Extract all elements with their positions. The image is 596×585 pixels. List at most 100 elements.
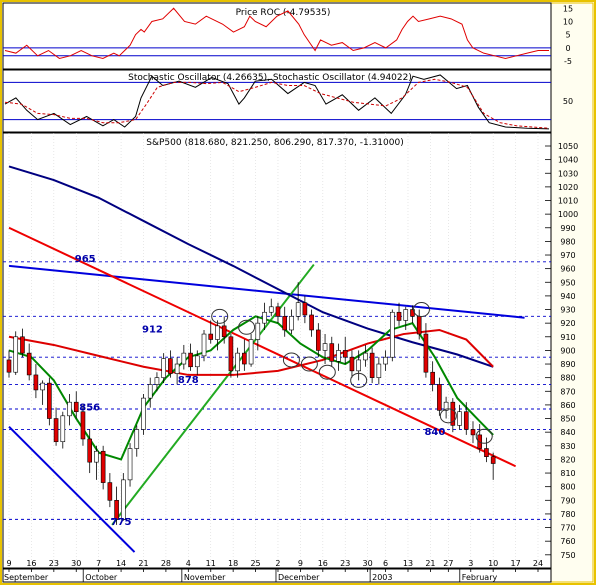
x-month-label: October xyxy=(85,573,118,582)
price-annotation-label: 878 xyxy=(178,375,199,386)
candlestick xyxy=(336,343,341,371)
candlestick xyxy=(275,302,281,324)
main-ytick-label: 960 xyxy=(560,265,575,274)
main-ytick-label: 750 xyxy=(560,551,575,560)
main-ytick-label: 910 xyxy=(560,333,575,342)
candlestick xyxy=(363,344,368,367)
roc-tick-label: 5 xyxy=(565,31,570,40)
stochastic-title: Stochastic Oscillator (4.26635), Stochas… xyxy=(128,73,412,83)
main-ytick-label: 950 xyxy=(560,278,575,287)
candlestick xyxy=(141,394,146,435)
main-ytick-label: 1030 xyxy=(558,169,578,178)
roc-tick-label: 10 xyxy=(563,17,573,26)
candlestick xyxy=(147,377,153,408)
x-tick-label: 2 xyxy=(275,559,280,568)
x-tick-label: 4 xyxy=(186,559,191,568)
candlestick xyxy=(100,445,106,490)
candlestick xyxy=(262,302,267,330)
candlestick xyxy=(201,329,207,362)
roc-tick-label: 15 xyxy=(563,4,573,13)
stochastic-series-line xyxy=(4,74,550,130)
candlestick xyxy=(248,334,254,367)
main-ytick-label: 900 xyxy=(560,346,575,355)
sp500-title: S&P500 (818.680, 821.250, 806.290, 817.3… xyxy=(146,138,403,148)
x-tick-label: 23 xyxy=(49,559,59,568)
price-annotation-label: 965 xyxy=(75,254,96,265)
circled-point xyxy=(238,319,256,335)
candlestick xyxy=(342,336,348,365)
main-ytick-label: 930 xyxy=(560,306,575,315)
trendline xyxy=(8,264,525,319)
x-tick-label: 17 xyxy=(510,559,520,568)
main-ytick-label: 850 xyxy=(560,415,575,424)
candlestick xyxy=(127,443,133,487)
main-ytick-label: 830 xyxy=(560,442,575,451)
x-tick-label: 25 xyxy=(250,559,260,568)
circled-point xyxy=(475,428,493,444)
candlestick xyxy=(221,316,227,344)
roc-tick-label: -5 xyxy=(564,57,572,66)
candlestick xyxy=(295,282,301,321)
candlestick xyxy=(322,334,328,365)
price-annotation-label: 840 xyxy=(424,427,445,438)
circled-point xyxy=(318,364,336,380)
candlestick xyxy=(463,402,469,435)
candlestick xyxy=(329,336,335,367)
x-tick-label: 23 xyxy=(340,559,350,568)
x-month-label: December xyxy=(278,573,320,582)
main-ytick-label: 810 xyxy=(560,469,575,478)
candlestick xyxy=(390,309,395,362)
main-ytick-label: 820 xyxy=(560,455,575,464)
candlestick xyxy=(309,309,314,337)
candlestick xyxy=(383,350,388,371)
x-tick-label: 10 xyxy=(488,559,498,568)
stochastic-tick-label: 50 xyxy=(563,97,573,106)
trendline xyxy=(8,226,517,468)
main-ytick-label: 780 xyxy=(560,510,575,519)
circled-point xyxy=(300,356,318,372)
main-ytick-label: 870 xyxy=(560,387,575,396)
candlestick xyxy=(208,320,214,344)
x-tick-label: 21 xyxy=(425,559,435,568)
main-ytick-label: 1010 xyxy=(558,197,578,206)
x-tick-label: 9 xyxy=(298,559,303,568)
x-tick-label: 13 xyxy=(403,559,413,568)
candlestick xyxy=(235,347,240,378)
candlestick xyxy=(282,306,288,337)
main-ytick-label: 890 xyxy=(560,360,575,369)
x-tick-label: 21 xyxy=(138,559,148,568)
candlestick xyxy=(20,328,25,358)
candlestick xyxy=(154,372,160,392)
candlestick xyxy=(161,353,166,384)
main-ytick-label: 1040 xyxy=(558,156,578,165)
x-month-label: September xyxy=(4,573,49,582)
candlestick xyxy=(33,364,39,399)
candlestick xyxy=(94,445,99,480)
main-ytick-label: 880 xyxy=(560,374,575,383)
candlestick xyxy=(134,425,140,457)
candlestick xyxy=(268,298,274,317)
main-ytick-label: 840 xyxy=(560,428,575,437)
candlestick xyxy=(107,473,113,508)
candlestick xyxy=(356,350,361,381)
stochastic-series-line xyxy=(4,78,550,129)
candlestick xyxy=(437,377,442,416)
candlestick xyxy=(369,347,375,384)
x-tick-label: 27 xyxy=(443,559,453,568)
x-tick-label: 11 xyxy=(206,559,216,568)
trendline xyxy=(8,426,136,553)
circled-point xyxy=(350,372,368,388)
x-tick-label: 24 xyxy=(533,559,543,568)
candlestick xyxy=(40,380,45,405)
circled-point xyxy=(412,302,430,318)
main-ytick-label: 800 xyxy=(560,483,575,492)
candlestick xyxy=(316,323,321,358)
candlestick xyxy=(87,429,92,474)
candlestick xyxy=(242,339,247,371)
candlestick xyxy=(174,357,180,385)
candlestick xyxy=(215,320,220,351)
circled-point xyxy=(439,408,457,424)
candlestick xyxy=(443,396,449,419)
